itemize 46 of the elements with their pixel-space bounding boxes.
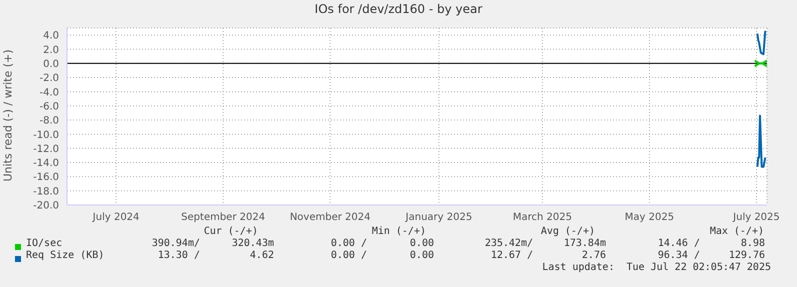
x-tick-label: July 2024 [92, 212, 140, 224]
text: 0.00 [410, 238, 434, 249]
text: Min (-/+) [372, 226, 426, 237]
y-tick-label: -2.0 [39, 73, 59, 84]
y-tick-label: -16.0 [33, 172, 59, 184]
legend-label: IO/sec [26, 238, 62, 249]
line-series [756, 30, 766, 56]
text: 0.00 [410, 250, 434, 261]
y-tick-label: -10.0 [33, 130, 59, 141]
text: 14.46 / [658, 238, 700, 249]
x-tick-label: November 2024 [290, 212, 370, 224]
y-tick-label: -8.0 [39, 116, 59, 127]
y-tick-label: 2.0 [43, 44, 59, 56]
y-tick-label: -18.0 [33, 186, 59, 198]
text: 13.30 / [158, 250, 200, 261]
x-tick-label: September 2024 [181, 212, 266, 224]
text: 96.34 / [658, 250, 700, 261]
text: 390.94m/ [152, 238, 200, 249]
y-tick-label: 0.0 [43, 58, 59, 70]
text: 235.42m/ [484, 238, 533, 249]
y-tick-label: -6.0 [39, 101, 59, 112]
text: 2.76 [582, 250, 606, 261]
legend-label: Req Size (KB) [26, 250, 104, 261]
y-tick-label: 4.0 [43, 30, 59, 42]
text: 0.00 / [330, 238, 367, 249]
y-tick-label: -12.0 [33, 144, 59, 155]
text: 320.43m [232, 238, 274, 249]
x-tick-label: March 2025 [512, 212, 572, 224]
chart-title: IOs for /dev/zd160 - by year [314, 2, 484, 16]
text: Max (-/+) [710, 226, 764, 237]
text: 129.76 [728, 250, 765, 261]
text: Cur (-/+) [204, 226, 258, 237]
y-tick-label: -4.0 [39, 87, 59, 98]
text: 4.62 [250, 250, 274, 261]
y-tick-label: -20.0 [33, 200, 59, 212]
x-tick-label: May 2025 [624, 212, 674, 224]
text: Avg (-/+) [540, 226, 595, 237]
x-tick-label: July 2025 [732, 212, 780, 224]
text: 12.67 / [490, 250, 533, 261]
x-tick-label: January 2025 [404, 212, 472, 224]
text: Last update: Tue Jul 22 02:05:47 2025 [542, 262, 771, 273]
text: 173.84m [564, 238, 606, 249]
text: 8.98 [740, 238, 765, 249]
y-tick-label: -14.0 [33, 158, 59, 170]
text: 0.00 / [330, 250, 367, 261]
y-axis-title: Units read (-) / write (+) [2, 48, 14, 182]
